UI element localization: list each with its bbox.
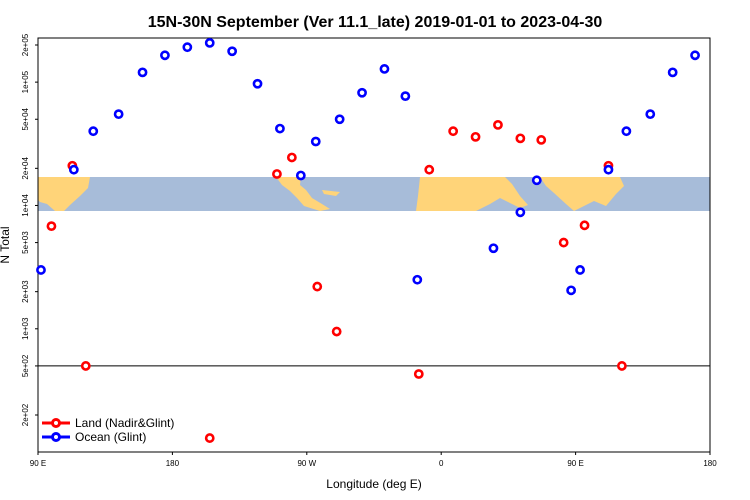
data-point — [579, 220, 590, 231]
data-point — [312, 281, 323, 292]
data-point — [331, 326, 342, 337]
y-tick-label: 5e+02 — [21, 354, 30, 377]
data-point — [252, 78, 263, 89]
data-point — [566, 285, 577, 296]
x-tick-label: 90 W — [297, 459, 316, 468]
data-point — [448, 126, 459, 137]
y-axis: 2e+02 5e+02 1e+03 2e+03 5e+03 1e+04 2e+04 5e+04… — [21, 33, 38, 426]
y-tick-label: 1e+03 — [21, 317, 30, 340]
data-point — [667, 67, 678, 78]
data-point — [272, 169, 282, 179]
data-point — [36, 265, 46, 275]
data-series — [36, 37, 700, 443]
data-point — [536, 135, 547, 145]
data-point — [470, 131, 481, 142]
data-point — [488, 243, 499, 254]
data-point — [603, 164, 614, 175]
legend-marker-ocean — [51, 432, 61, 442]
data-point — [227, 46, 238, 57]
data-point — [46, 221, 57, 232]
plot-frame — [37, 37, 711, 453]
x-tick-label: 180 — [166, 459, 180, 468]
legend-marker-land — [51, 418, 61, 428]
x-tick-label: 90 E — [30, 459, 46, 468]
data-point — [295, 170, 306, 181]
data-point — [575, 265, 585, 275]
land-africa-arabia — [416, 177, 528, 211]
data-point — [515, 133, 526, 144]
data-point — [621, 126, 632, 137]
y-tick-label: 1e+05 — [21, 70, 30, 93]
data-point — [137, 67, 148, 78]
data-point — [275, 123, 285, 134]
data-point — [690, 50, 700, 61]
data-point — [413, 369, 424, 379]
data-point — [558, 237, 569, 248]
data-point — [204, 433, 215, 443]
data-point — [204, 37, 215, 48]
data-point — [645, 109, 656, 120]
data-point — [379, 64, 390, 74]
y-tick-label: 2e+02 — [21, 403, 30, 426]
legend: Land (Nadir&Glint) Ocean (Glint) — [42, 416, 174, 444]
legend-label-land: Land (Nadir&Glint) — [75, 416, 174, 430]
land-mexico — [276, 177, 330, 211]
y-tick-label: 5e+04 — [21, 107, 30, 130]
x-axis: 90 E 180 90 W 0 90 E 180 — [30, 452, 717, 468]
series-land — [46, 119, 627, 443]
y-tick-label: 5e+03 — [21, 231, 30, 254]
y-tick-label: 1e+04 — [21, 194, 30, 217]
land-india-asia — [540, 177, 624, 211]
y-axis-title: N Total — [0, 226, 12, 263]
x-tick-label: 0 — [439, 459, 444, 468]
data-point — [334, 114, 345, 125]
y-tick-label: 2e+05 — [21, 33, 30, 56]
x-tick-label: 90 E — [567, 459, 583, 468]
data-point — [88, 126, 99, 137]
data-point — [80, 361, 91, 371]
data-point — [400, 91, 411, 102]
data-point — [286, 152, 297, 163]
y-tick-label: 2e+03 — [21, 280, 30, 303]
data-point — [531, 175, 542, 186]
land-asia-west — [38, 177, 90, 211]
land-cuba — [322, 190, 340, 196]
x-axis-title: Longitude (deg E) — [326, 477, 421, 491]
data-point — [310, 136, 321, 147]
data-point — [412, 274, 423, 285]
data-point — [160, 50, 170, 61]
legend-label-ocean: Ocean (Glint) — [75, 430, 146, 444]
data-point — [68, 164, 79, 175]
data-point — [182, 42, 193, 53]
y-tick-label: 2e+04 — [21, 157, 30, 180]
chart-title: 15N-30N September (Ver 11.1_late) 2019-0… — [148, 14, 603, 31]
data-point — [113, 109, 124, 120]
data-point — [424, 164, 435, 175]
data-point — [493, 119, 503, 130]
data-point — [616, 361, 627, 371]
data-point — [515, 207, 526, 218]
x-tick-label: 180 — [703, 459, 717, 468]
land-masses — [38, 177, 624, 211]
data-point — [357, 87, 367, 98]
series-ocean — [36, 37, 700, 296]
